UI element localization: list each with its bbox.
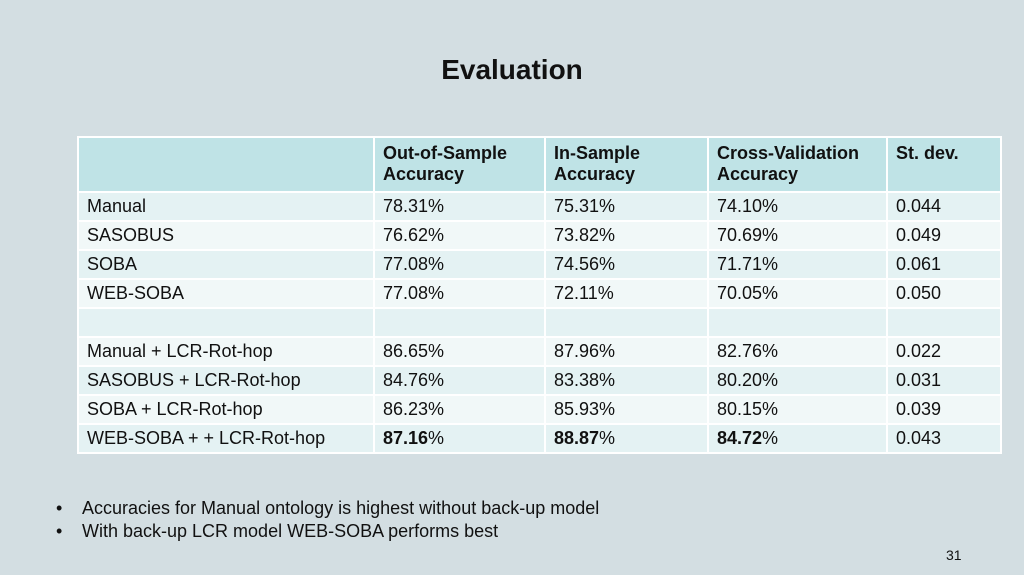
bullet-icon: • [56,498,63,518]
bullet-text: With back-up LCR model WEB-SOBA performs… [82,521,499,541]
table-row: SASOBUS 76.62% 73.82% 70.69% 0.049 [77,220,1002,251]
table-cell: 84.76% [373,365,546,396]
table-cell: 0.049 [886,220,1002,251]
table-cell: 0.039 [886,394,1002,425]
percent-sign: % [599,428,616,448]
table-row: SOBA 77.08% 74.56% 71.71% 0.061 [77,249,1002,280]
table-cell: Manual + LCR-Rot-hop [77,336,375,367]
best-value: 87.16 [383,428,429,448]
table-cell: 73.82% [544,220,709,251]
table-cell: 71.71% [707,249,888,280]
bullet-item: • With back-up LCR model WEB-SOBA perform… [56,520,599,543]
table-row: WEB-SOBA 77.08% 72.11% 70.05% 0.050 [77,278,1002,309]
percent-sign: % [762,428,779,448]
table-cell [886,307,1002,338]
table-row: Manual + LCR-Rot-hop 86.65% 87.96% 82.76… [77,336,1002,367]
table-cell: 77.08% [373,278,546,309]
slide-title: Evaluation [441,54,583,85]
table-cell: 88.87% [544,423,709,454]
evaluation-table: Out-of-Sample Accuracy In-Sample Accurac… [77,136,1002,454]
table-cell: 74.56% [544,249,709,280]
bullet-item: • Accuracies for Manual ontology is highe… [56,497,599,520]
table-cell: 0.022 [886,336,1002,367]
header-cell: Cross-Validation Accuracy [707,136,888,193]
table-cell: 0.050 [886,278,1002,309]
page-number: 31 [946,547,962,563]
percent-sign: % [428,428,445,448]
table-header-row: Out-of-Sample Accuracy In-Sample Accurac… [77,136,1002,193]
table-cell: 0.043 [886,423,1002,454]
best-value: 84.72 [717,428,763,448]
table-cell: 0.031 [886,365,1002,396]
table-cell: 83.38% [544,365,709,396]
header-cell: Out-of-Sample Accuracy [373,136,546,193]
table-cell: 87.16% [373,423,546,454]
table-cell: 72.11% [544,278,709,309]
table-cell: 86.65% [373,336,546,367]
table-cell: 77.08% [373,249,546,280]
table-cell: WEB-SOBA + + LCR-Rot-hop [77,423,375,454]
table-cell: 0.061 [886,249,1002,280]
table-cell: Manual [77,191,375,222]
table-cell: 0.044 [886,191,1002,222]
table-cell: 80.20% [707,365,888,396]
table-cell: 76.62% [373,220,546,251]
table-cell: 80.15% [707,394,888,425]
table-cell [373,307,546,338]
table-cell: SASOBUS [77,220,375,251]
table-cell: 74.10% [707,191,888,222]
table-cell: SOBA + LCR-Rot-hop [77,394,375,425]
table-row: SOBA + LCR-Rot-hop 86.23% 85.93% 80.15% … [77,394,1002,425]
table-cell [77,307,375,338]
table-cell: 82.76% [707,336,888,367]
table-row-empty [77,307,1002,338]
bullet-list: • Accuracies for Manual ontology is highe… [56,497,599,543]
table-cell: SASOBUS + LCR-Rot-hop [77,365,375,396]
bullet-text: Accuracies for Manual ontology is highes… [82,498,600,518]
table-cell [707,307,888,338]
table-cell: 70.69% [707,220,888,251]
table-cell: 78.31% [373,191,546,222]
header-cell: In-Sample Accuracy [544,136,709,193]
header-cell: St. dev. [886,136,1002,193]
table-cell [544,307,709,338]
bullet-icon: • [56,521,63,541]
table-cell: 84.72% [707,423,888,454]
best-value: 88.87 [554,428,600,448]
table-row: WEB-SOBA + + LCR-Rot-hop 87.16% 88.87% 8… [77,423,1002,454]
table-cell: 75.31% [544,191,709,222]
table-row: SASOBUS + LCR-Rot-hop 84.76% 83.38% 80.2… [77,365,1002,396]
table-cell: 87.96% [544,336,709,367]
table-row: Manual 78.31% 75.31% 74.10% 0.044 [77,191,1002,222]
table-cell: WEB-SOBA [77,278,375,309]
table-cell: 86.23% [373,394,546,425]
header-cell [77,136,375,193]
table-cell: 85.93% [544,394,709,425]
table-cell: 70.05% [707,278,888,309]
table-cell: SOBA [77,249,375,280]
